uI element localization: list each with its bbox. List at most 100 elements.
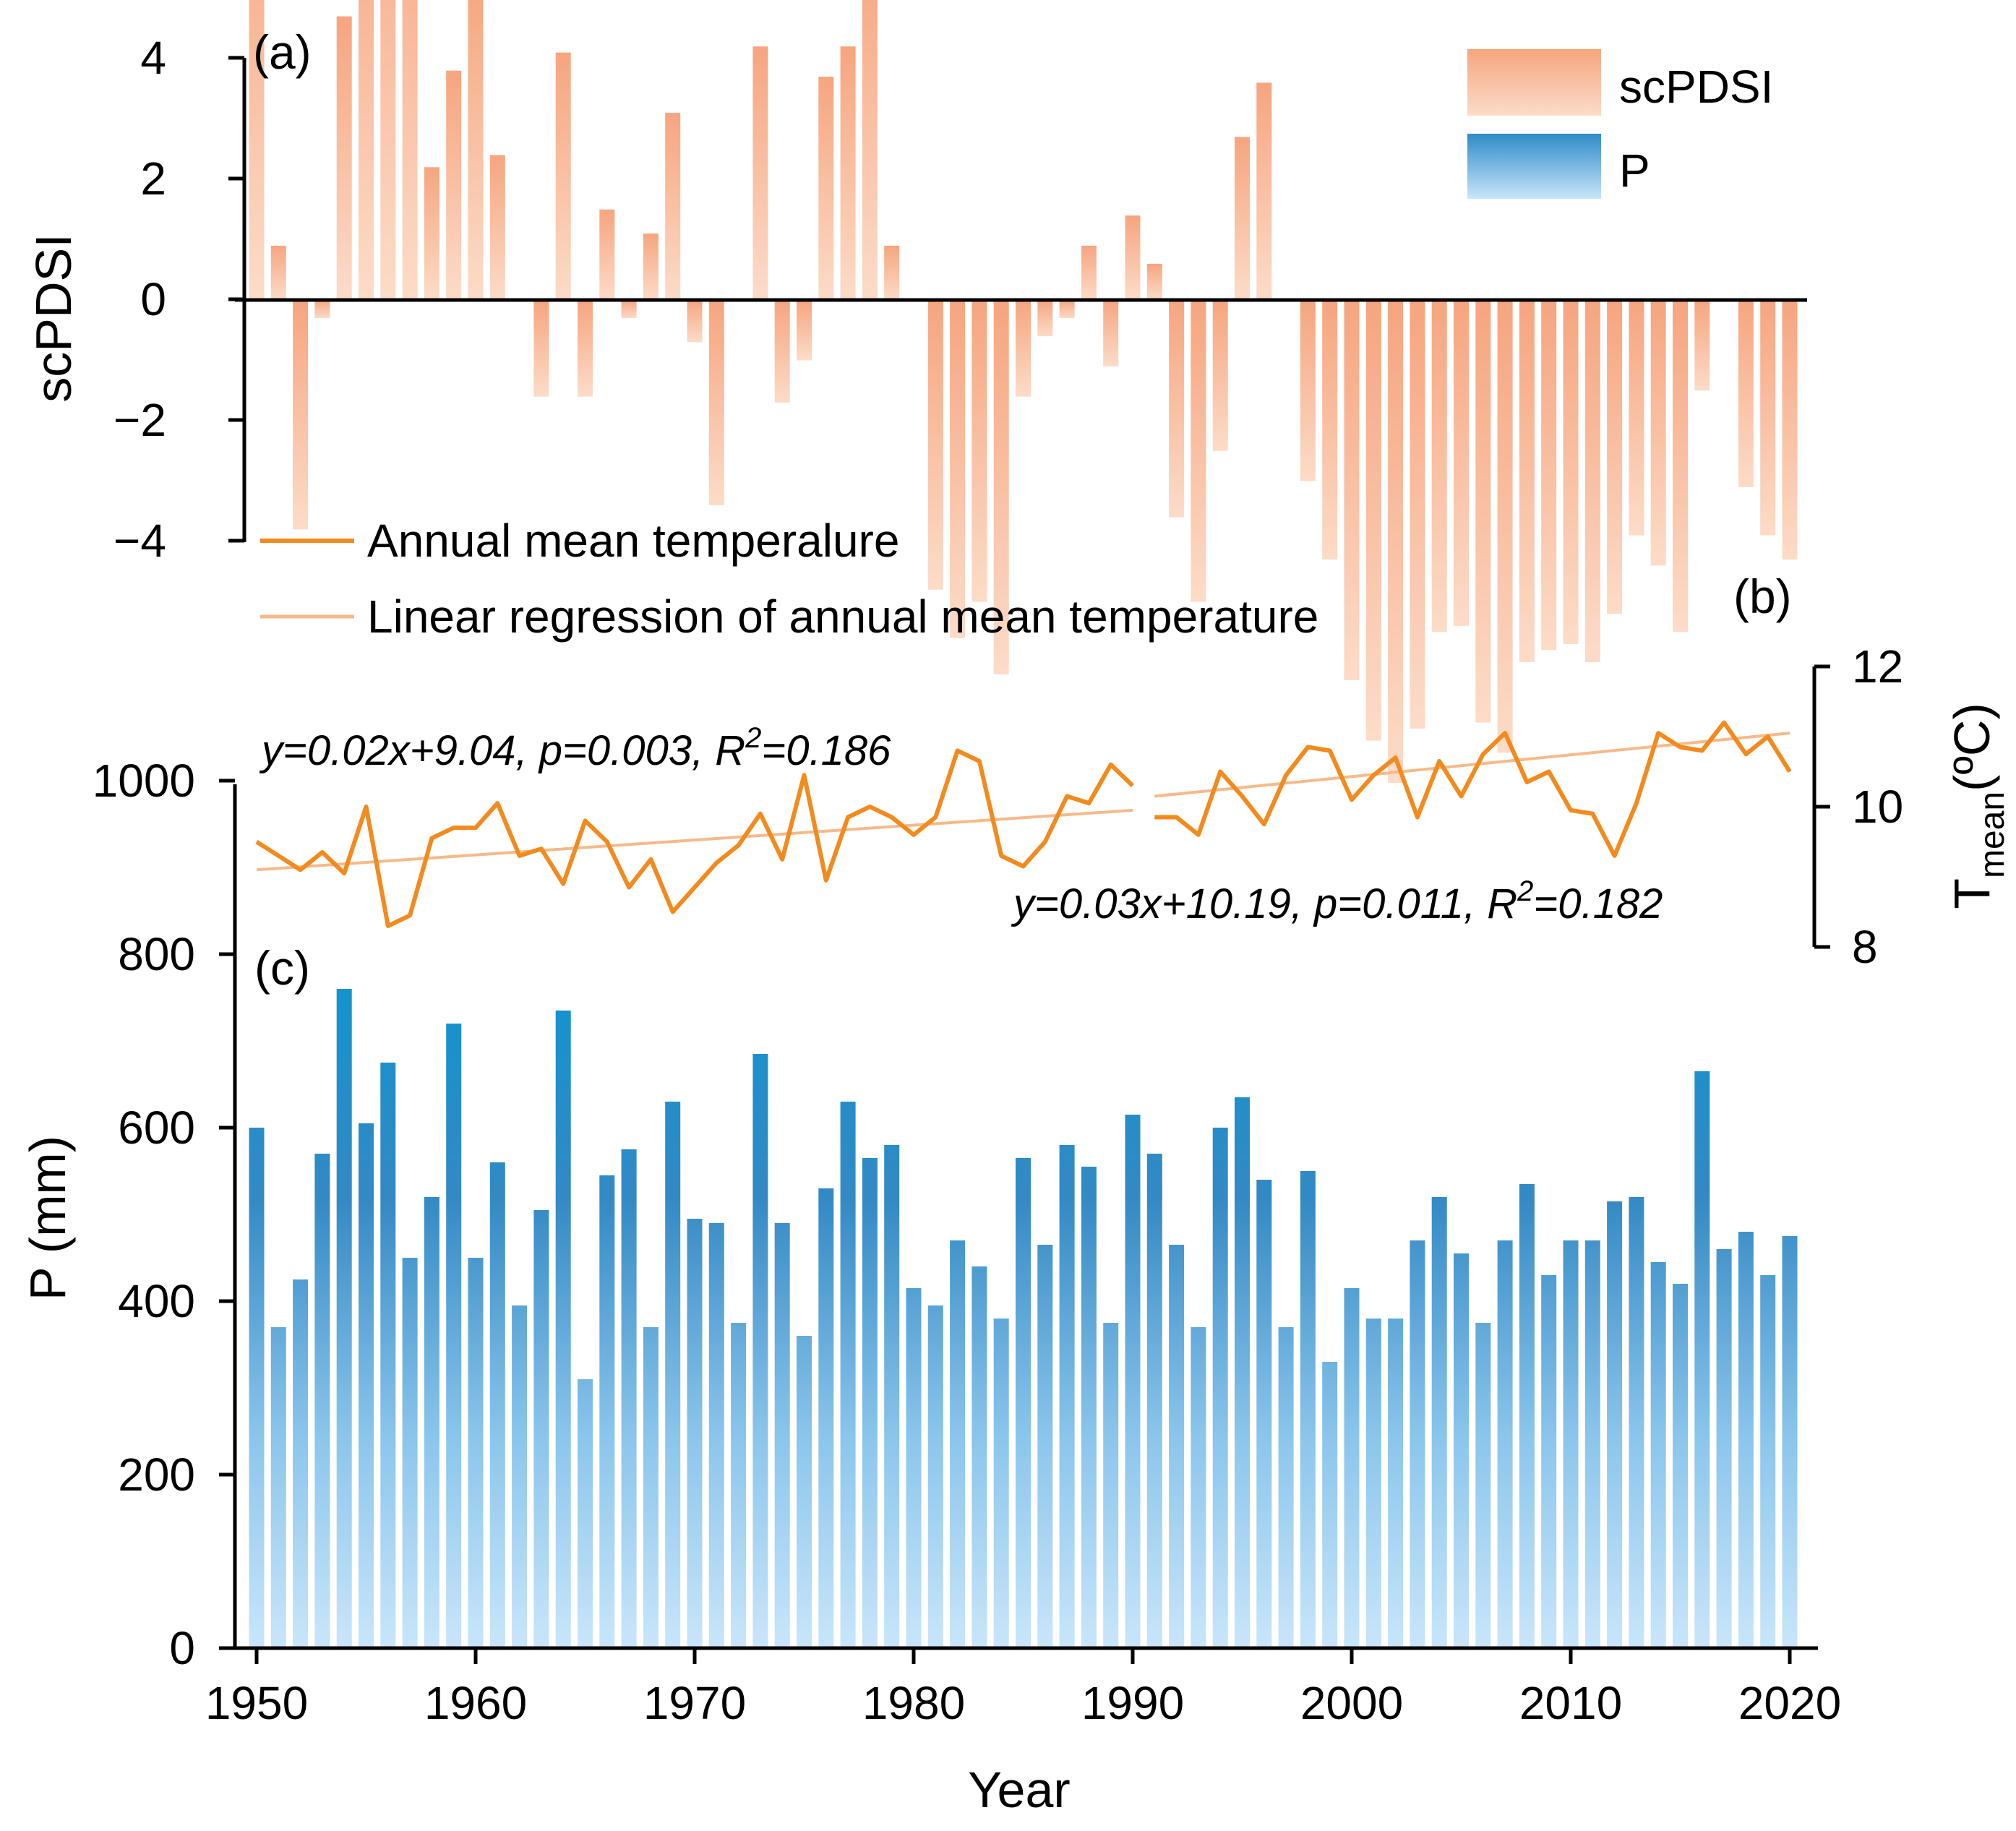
temperature-tick-label: 12 [1852, 640, 1903, 692]
precipitation-bar-1953 [314, 1154, 330, 1648]
precipitation-bar-1954 [336, 989, 352, 1648]
scpdsi-bar-2009 [1541, 300, 1557, 651]
scpdsi-bar-1956 [380, 0, 396, 300]
precipitation-bar-1952 [293, 1279, 309, 1648]
precipitation-bar-2001 [1365, 1318, 1381, 1648]
precipitation-y-ticks: 0 200 400 600 800 1000 [93, 755, 235, 1674]
panel-b: (b) 12 10 8 y=0.02x+9.04, p=0.003, R2=0.18… [255, 570, 2012, 973]
precipitation-bar-1951 [270, 1327, 286, 1648]
precipitation-bar-1981 [927, 1305, 943, 1648]
year-tick-label: 1960 [424, 1677, 527, 1729]
precipitation-bar-1967 [621, 1149, 637, 1648]
scpdsi-bar-1998 [1300, 300, 1316, 481]
precipitation-bar-1966 [599, 1175, 615, 1648]
precipitation-bar-1958 [424, 1197, 439, 1648]
precipitation-bar-2002 [1388, 1318, 1404, 1648]
scpdsi-bar-1993 [1191, 300, 1206, 602]
precipitation-bar-1964 [555, 1011, 571, 1648]
scpdsi-bar-1982 [950, 300, 966, 638]
scpdsi-tick-label: 2 [140, 153, 166, 205]
scpdsi-bar-1974 [774, 300, 790, 403]
scpdsi-bar-1979 [884, 245, 900, 301]
precipitation-bar-1963 [533, 1210, 549, 1648]
scpdsi-bar-1953 [314, 300, 330, 319]
precipitation-tick-label: 400 [118, 1275, 195, 1327]
precipitation-bar-1950 [249, 1128, 265, 1648]
scpdsi-bar-2018 [1738, 300, 1754, 487]
scpdsi-bar-1951 [270, 245, 286, 301]
scpdsi-bar-1987 [1059, 300, 1075, 319]
precipitation-bar-2009 [1541, 1275, 1557, 1648]
scpdsi-y-label: scPDSI [25, 233, 82, 402]
precipitation-bar-2007 [1497, 1240, 1513, 1648]
year-tick-label: 2000 [1300, 1677, 1403, 1729]
precipitation-bar-1982 [950, 1240, 966, 1648]
scpdsi-bar-1978 [862, 0, 878, 300]
year-tick-label: 1970 [643, 1677, 746, 1729]
precipitation-bar-1960 [468, 1258, 484, 1648]
scpdsi-bar-2011 [1584, 300, 1600, 662]
scpdsi-bar-1976 [818, 77, 834, 300]
precipitation-bar-2004 [1431, 1197, 1447, 1648]
scpdsi-bar-1988 [1081, 245, 1097, 301]
precipitation-bar-1968 [643, 1327, 659, 1648]
precipitation-bar-1971 [708, 1223, 724, 1648]
scpdsi-bar-1958 [424, 167, 439, 300]
legend-swatch-p [1467, 134, 1601, 199]
precipitation-tick-label: 600 [118, 1102, 195, 1154]
scpdsi-bar-1970 [687, 300, 703, 343]
temperature-regression-line-1 [256, 808, 1133, 872]
scpdsi-bar-1983 [971, 300, 987, 602]
scpdsi-bar-1959 [446, 70, 462, 300]
scpdsi-bar-1957 [402, 0, 418, 300]
scpdsi-bar-2001 [1365, 300, 1381, 741]
scpdsi-bar-1964 [555, 52, 571, 300]
precipitation-bar-1987 [1059, 1145, 1075, 1648]
scpdsi-bar-1985 [1016, 300, 1031, 397]
precipitation-bar-1998 [1300, 1171, 1316, 1648]
scpdsi-bar-1991 [1146, 263, 1162, 300]
precipitation-bar-1988 [1081, 1167, 1097, 1648]
precipitation-bar-1992 [1169, 1245, 1185, 1648]
scpdsi-bar-2015 [1673, 300, 1688, 633]
scpdsi-tick-label: 4 [140, 32, 166, 84]
scpdsi-bar-2007 [1497, 300, 1513, 753]
precipitation-bar-1961 [489, 1162, 505, 1648]
scpdsi-tick-label: −4 [113, 515, 166, 567]
precipitation-tick-label: 800 [118, 928, 195, 980]
regression-equation-1950-1990: y=0.02x+9.04, p=0.003, R2=0.186 [259, 722, 891, 774]
precipitation-bar-1996 [1256, 1180, 1272, 1648]
precipitation-bar-1969 [665, 1102, 681, 1648]
scpdsi-bar-2002 [1388, 300, 1404, 783]
precipitation-bar-1986 [1037, 1245, 1053, 1648]
scpdsi-bar-2010 [1563, 300, 1579, 644]
scpdsi-bar-1975 [797, 300, 812, 361]
precipitation-bar-1957 [402, 1258, 418, 1648]
legend-label-p: P [1619, 145, 1650, 197]
scpdsi-bar-1954 [336, 16, 352, 300]
scpdsi-bar-2004 [1431, 300, 1447, 633]
precipitation-bar-1995 [1235, 1097, 1250, 1648]
precipitation-tick-label: 200 [118, 1449, 195, 1501]
precipitation-bar-1972 [731, 1323, 747, 1648]
precipitation-bar-2013 [1629, 1197, 1644, 1648]
scpdsi-bar-2003 [1410, 300, 1425, 729]
precipitation-bar-1990 [1125, 1115, 1141, 1648]
panel-a: 4 2 0 −2 −4 (a) scPDSI scPDSI P [25, 0, 1807, 783]
scpdsi-bar-2000 [1344, 300, 1360, 680]
scpdsi-bar-2006 [1475, 300, 1491, 723]
precipitation-bar-1977 [840, 1102, 856, 1648]
precipitation-bar-2011 [1584, 1240, 1600, 1648]
scpdsi-bar-2008 [1519, 300, 1535, 662]
scpdsi-bar-1996 [1256, 82, 1272, 301]
precipitation-bar-1956 [380, 1063, 396, 1648]
scpdsi-bar-1965 [578, 300, 593, 397]
scpdsi-bar-1952 [293, 300, 309, 530]
scpdsi-bar-1950 [249, 0, 265, 301]
temperature-lines [255, 720, 1792, 928]
precipitation-bar-2018 [1738, 1232, 1754, 1648]
precipitation-bar-1978 [862, 1158, 878, 1648]
temperature-y-ticks: 12 10 8 [1814, 640, 1903, 973]
precipitation-bar-2014 [1650, 1262, 1666, 1648]
